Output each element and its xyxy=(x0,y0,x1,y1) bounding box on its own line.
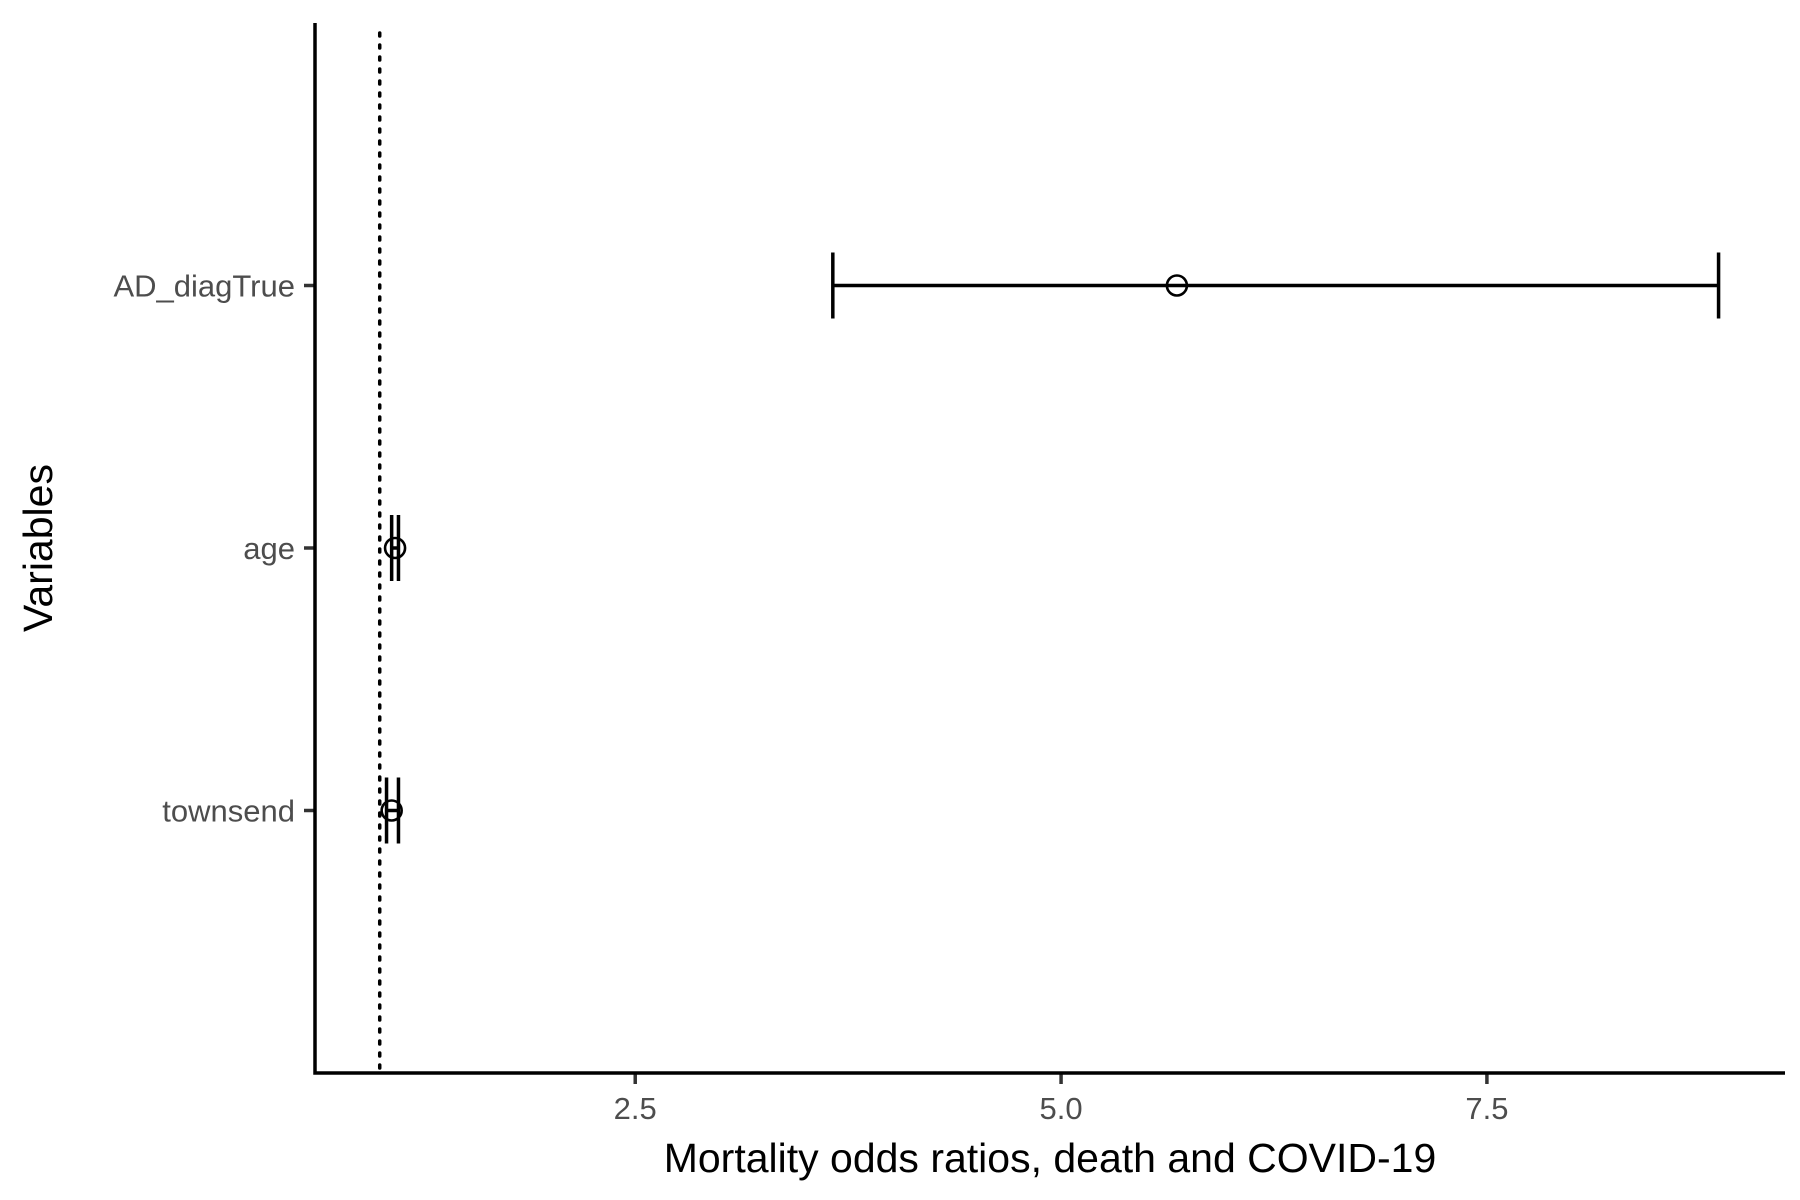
y-tick-label: townsend xyxy=(162,794,295,829)
x-tick-label: 5.0 xyxy=(1040,1091,1083,1126)
estimate-point xyxy=(383,536,407,560)
estimate-townsend xyxy=(380,777,403,844)
estimate-point xyxy=(380,799,403,822)
y-tick-label: AD_diagTrue xyxy=(113,269,295,304)
estimate-point xyxy=(1165,274,1189,297)
estimate-ad_diagtrue xyxy=(831,252,1721,319)
x-axis-title: Mortality odds ratios, death and COVID-1… xyxy=(664,1135,1437,1181)
estimate-age xyxy=(383,515,407,581)
x-axis-ticks: 2.5 5.0 7.5 xyxy=(614,1073,1508,1126)
x-tick-label: 2.5 xyxy=(614,1091,657,1126)
y-tick-label: age xyxy=(243,531,295,566)
estimates-layer xyxy=(380,252,1721,844)
y-axis-title: Variables xyxy=(15,464,61,632)
x-tick-label: 7.5 xyxy=(1465,1091,1508,1126)
axis-lines xyxy=(313,23,1785,1075)
